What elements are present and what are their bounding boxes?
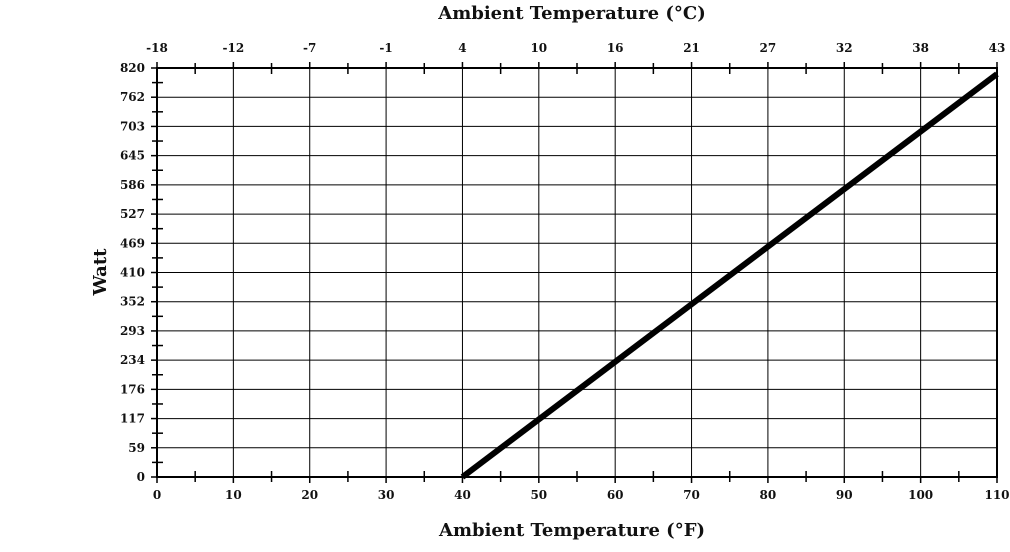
y-tick-label: 645 — [120, 149, 145, 163]
x-tick-label: 40 — [454, 488, 471, 502]
x-axis-label: Ambient Temperature (°F) — [438, 520, 705, 541]
x-tick-label: 0 — [153, 488, 161, 502]
y-tick-label: 410 — [120, 266, 145, 280]
x-tick-label: 70 — [683, 488, 700, 502]
x-top-tick-labels: -18 -12 -7 -1 4 10 16 21 27 32 38 43 — [146, 41, 1005, 55]
x-tick-label: 90 — [836, 488, 853, 502]
y-tick-label: 469 — [120, 236, 145, 250]
y-tick-label: 293 — [120, 324, 145, 338]
x-top-tick-label: 16 — [607, 41, 624, 55]
y-tick-label: 0 — [137, 470, 145, 484]
plot-frame — [156, 67, 998, 478]
x-top-tick-label: 21 — [683, 41, 700, 55]
x-top-tick-label: -7 — [303, 41, 316, 55]
y-tick-label: 527 — [120, 207, 145, 221]
x-top-tick-label: -18 — [146, 41, 168, 55]
y-tick-label: 59 — [128, 441, 145, 455]
y-axis-label: Watt — [90, 248, 111, 297]
x-tick-label: 110 — [984, 488, 1009, 502]
x-tick-label: 60 — [607, 488, 624, 502]
x-top-tick-label: -12 — [223, 41, 245, 55]
x-top-tick-label: 43 — [989, 41, 1006, 55]
chart-title-top: Ambient Temperature (°C) — [437, 3, 706, 24]
x-tick-label: 50 — [530, 488, 547, 502]
x-tick-label: 10 — [225, 488, 242, 502]
x-top-tick-label: 32 — [836, 41, 853, 55]
y-tick-label: 352 — [120, 295, 145, 309]
x-top-tick-label: 4 — [458, 41, 466, 55]
y-tick-label: 586 — [120, 178, 145, 192]
x-top-tick-label: 10 — [530, 41, 547, 55]
y-tick-label: 234 — [120, 353, 145, 367]
series-line — [460, 71, 999, 480]
x-top-tick-label: -1 — [379, 41, 392, 55]
y-tick-label: 820 — [120, 61, 145, 75]
x-top-tick-label: 27 — [760, 41, 777, 55]
y-tick-label: 176 — [120, 382, 145, 396]
x-tick-label: 80 — [760, 488, 777, 502]
grid — [151, 62, 998, 483]
x-tick-label: 30 — [378, 488, 395, 502]
x-tick-label: 20 — [301, 488, 318, 502]
y-tick-label: 762 — [120, 90, 145, 104]
y-tick-labels: 0 59 117 176 234 293 352 410 469 527 586 645 703 762 8… — [120, 61, 145, 484]
x-top-tick-label: 38 — [912, 41, 929, 55]
y-tick-label: 117 — [120, 412, 145, 426]
series-group — [460, 71, 999, 480]
y-tick-label: 703 — [120, 119, 145, 133]
x-tick-label: 100 — [908, 488, 933, 502]
x-tick-labels: 0 10 20 30 40 50 60 70 80 90 100 110 — [153, 488, 1010, 502]
